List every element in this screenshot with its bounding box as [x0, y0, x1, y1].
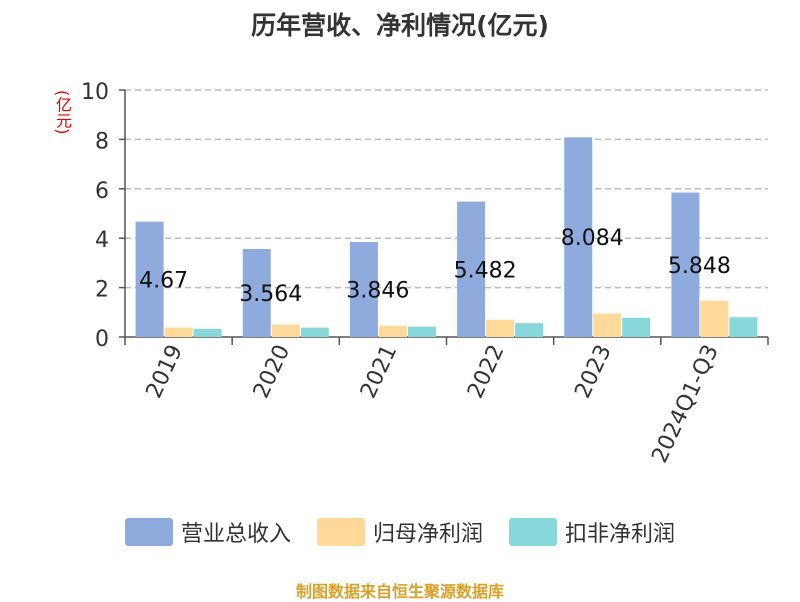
legend-item-deducted-profit[interactable]: 扣非净利润	[509, 516, 675, 548]
bar-deducted-profit	[729, 317, 758, 337]
legend-item-net-profit[interactable]: 归母净利润	[316, 516, 483, 548]
bar-net-profit	[593, 313, 622, 337]
bar-net-profit	[378, 325, 407, 337]
y-tick-label: 6	[95, 179, 109, 204]
legend-swatch-revenue	[124, 518, 173, 546]
y-tick-label: 2	[95, 278, 109, 303]
legend: 营业总收入 归母净利润 扣非净利润	[0, 516, 800, 548]
data-label: 4.67	[139, 268, 188, 293]
bar-deducted-profit	[407, 326, 436, 337]
bar-revenue	[349, 242, 378, 337]
data-label: 8.084	[561, 226, 624, 251]
bar-net-profit	[486, 319, 515, 337]
x-tick-label: 2021	[356, 341, 402, 402]
legend-label-revenue: 营业总收入	[180, 522, 291, 547]
bar-deducted-profit	[300, 327, 329, 337]
y-tick-label: 10	[81, 80, 109, 105]
y-axis-unit-label: (亿元)	[53, 90, 72, 135]
data-label: 5.482	[454, 258, 517, 283]
x-tick-label: 2020	[249, 341, 295, 402]
bar-revenue	[242, 248, 271, 337]
legend-label-deducted-profit: 扣非净利润	[565, 522, 676, 547]
bar-revenue	[671, 192, 700, 337]
bar-deducted-profit	[193, 328, 222, 337]
x-tick-label: 2023	[570, 341, 616, 402]
data-label: 3.846	[346, 279, 409, 304]
bar-net-profit	[164, 327, 193, 337]
bar-revenue	[457, 201, 486, 337]
bar-deducted-profit	[515, 323, 544, 337]
bar-deducted-profit	[622, 317, 651, 337]
y-tick-label: 0	[95, 327, 109, 352]
chart-title: 历年营收、净利情况(亿元)	[251, 11, 549, 40]
y-tick-label: 4	[95, 228, 109, 253]
bar-revenue	[135, 221, 164, 337]
legend-label-net-profit: 归母净利润	[372, 522, 483, 547]
x-tick-label: 2024Q1-Q3	[647, 341, 723, 467]
y-tick-label: 8	[95, 129, 109, 154]
legend-swatch-net-profit	[316, 518, 365, 546]
x-tick-label: 2019	[142, 341, 188, 402]
bar-revenue	[564, 137, 593, 337]
data-label: 5.848	[668, 254, 731, 279]
x-tick-label: 2022	[463, 341, 509, 402]
bar-net-profit	[271, 324, 300, 337]
legend-item-revenue[interactable]: 营业总收入	[124, 516, 291, 548]
data-label: 3.564	[239, 282, 302, 307]
bar-net-profit	[700, 300, 729, 337]
source-footer: 制图数据来自恒生聚源数据库	[295, 582, 504, 601]
legend-swatch-deducted-profit	[509, 518, 557, 546]
